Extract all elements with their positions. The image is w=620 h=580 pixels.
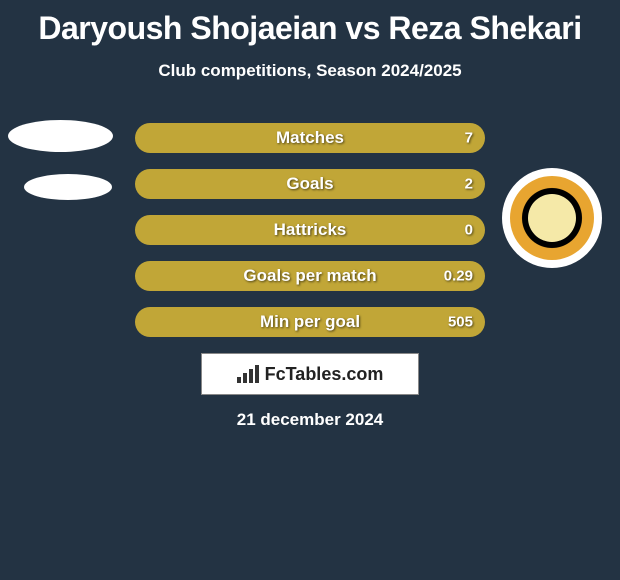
- bar-label: Matches: [276, 128, 344, 148]
- bar-matches: Matches 7: [135, 123, 485, 153]
- bar-hattricks: Hattricks 0: [135, 215, 485, 245]
- ellipse-small-icon: [24, 174, 112, 200]
- bar-label: Hattricks: [274, 220, 347, 240]
- stats-bars: Matches 7 Goals 2 Hattricks 0 Goals per …: [135, 123, 485, 353]
- left-badge-area: [8, 120, 113, 200]
- page-title: Daryoush Shojaeian vs Reza Shekari: [0, 0, 620, 47]
- bar-goals-per-match: Goals per match 0.29: [135, 261, 485, 291]
- bars-icon: [237, 365, 259, 383]
- bar-value-right: 2: [465, 176, 473, 193]
- fctables-logo: FcTables.com: [201, 353, 419, 395]
- logo-text: FcTables.com: [265, 364, 384, 385]
- bar-value-right: 7: [465, 130, 473, 147]
- bar-label: Min per goal: [260, 312, 360, 332]
- subtitle: Club competitions, Season 2024/2025: [0, 61, 620, 81]
- bar-value-right: 0: [465, 222, 473, 239]
- bar-goals: Goals 2: [135, 169, 485, 199]
- bar-value-right: 505: [448, 314, 473, 331]
- bar-min-per-goal: Min per goal 505: [135, 307, 485, 337]
- team-badge-icon: [502, 168, 602, 268]
- bar-label: Goals per match: [243, 266, 376, 286]
- bar-value-right: 0.29: [444, 268, 473, 285]
- date-text: 21 december 2024: [237, 410, 384, 430]
- right-badge-area: [502, 168, 602, 268]
- ellipse-icon: [8, 120, 113, 152]
- bar-label: Goals: [286, 174, 333, 194]
